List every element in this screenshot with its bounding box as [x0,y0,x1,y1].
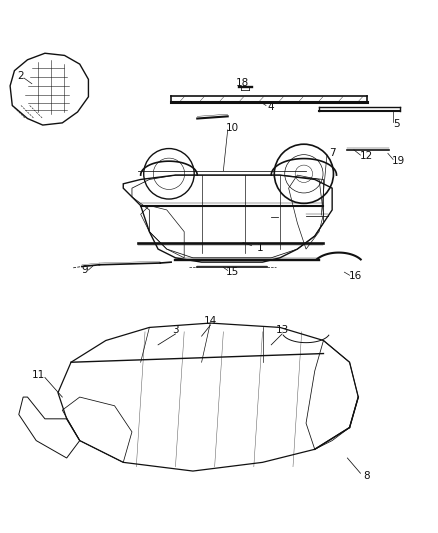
Text: 16: 16 [349,271,362,281]
Text: 11: 11 [32,370,45,381]
Text: 3: 3 [172,325,179,335]
Text: 14: 14 [204,316,217,326]
Text: 8: 8 [364,471,370,481]
Text: 18: 18 [237,78,250,88]
Text: 12: 12 [360,151,373,161]
Text: 2: 2 [18,71,24,82]
Text: 1: 1 [257,243,264,253]
Text: 9: 9 [81,265,88,275]
Text: 10: 10 [226,123,239,133]
Text: 4: 4 [268,102,275,112]
Text: 15: 15 [226,267,239,277]
Text: 13: 13 [276,325,289,335]
Text: 7: 7 [329,148,336,158]
Text: 5: 5 [393,119,400,129]
Text: 19: 19 [392,156,405,166]
